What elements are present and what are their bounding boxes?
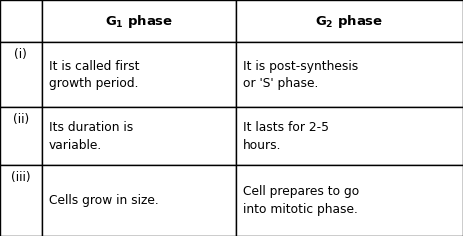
- Bar: [236, 42, 463, 107]
- Bar: [42, 165, 236, 236]
- Text: $\mathbf{G_{1}}$$\mathbf{\ phase}$: $\mathbf{G_{1}}$$\mathbf{\ phase}$: [105, 13, 173, 30]
- Bar: [0, 107, 42, 165]
- Bar: [236, 107, 463, 165]
- Text: It is called first
growth period.: It is called first growth period.: [49, 60, 139, 90]
- Text: (iii): (iii): [11, 171, 31, 184]
- Bar: [42, 0, 236, 42]
- Bar: [236, 0, 463, 42]
- Bar: [42, 42, 236, 107]
- Text: (i): (i): [14, 48, 27, 61]
- Text: $\mathbf{G_{2}}$$\mathbf{\ phase}$: $\mathbf{G_{2}}$$\mathbf{\ phase}$: [315, 13, 384, 30]
- Text: Its duration is
variable.: Its duration is variable.: [49, 121, 133, 152]
- Text: Cells grow in size.: Cells grow in size.: [49, 194, 158, 207]
- Bar: [0, 42, 42, 107]
- Bar: [236, 165, 463, 236]
- Bar: [0, 165, 42, 236]
- Text: Cell prepares to go
into mitotic phase.: Cell prepares to go into mitotic phase.: [243, 185, 359, 216]
- Text: It lasts for 2-5
hours.: It lasts for 2-5 hours.: [243, 121, 329, 152]
- Bar: [42, 107, 236, 165]
- Text: (ii): (ii): [13, 113, 29, 126]
- Text: It is post-synthesis
or 'S' phase.: It is post-synthesis or 'S' phase.: [243, 60, 358, 90]
- Bar: [0, 0, 42, 42]
